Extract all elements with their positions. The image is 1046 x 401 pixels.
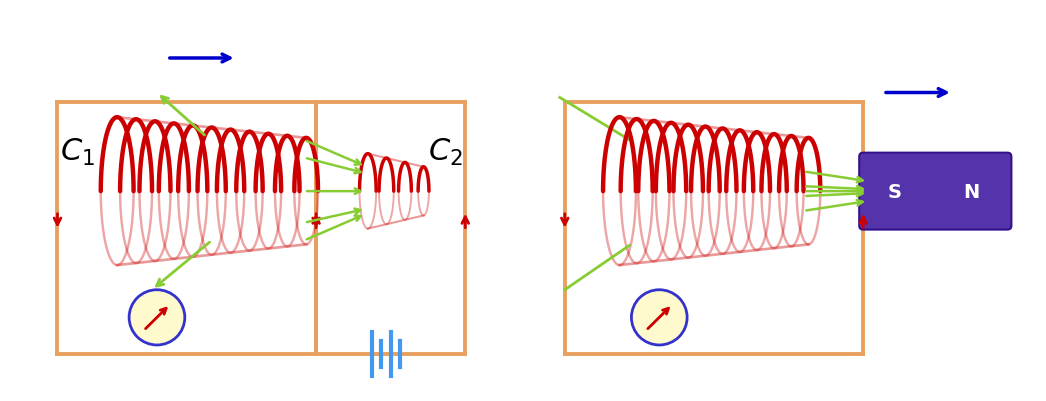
FancyBboxPatch shape <box>859 153 1011 230</box>
Text: S: S <box>888 182 902 201</box>
Circle shape <box>632 290 687 345</box>
Text: N: N <box>963 182 979 201</box>
Text: $\mathit{C_2}$: $\mathit{C_2}$ <box>428 137 462 168</box>
Text: $\mathit{C_1}$: $\mathit{C_1}$ <box>60 137 95 168</box>
Circle shape <box>129 290 185 345</box>
